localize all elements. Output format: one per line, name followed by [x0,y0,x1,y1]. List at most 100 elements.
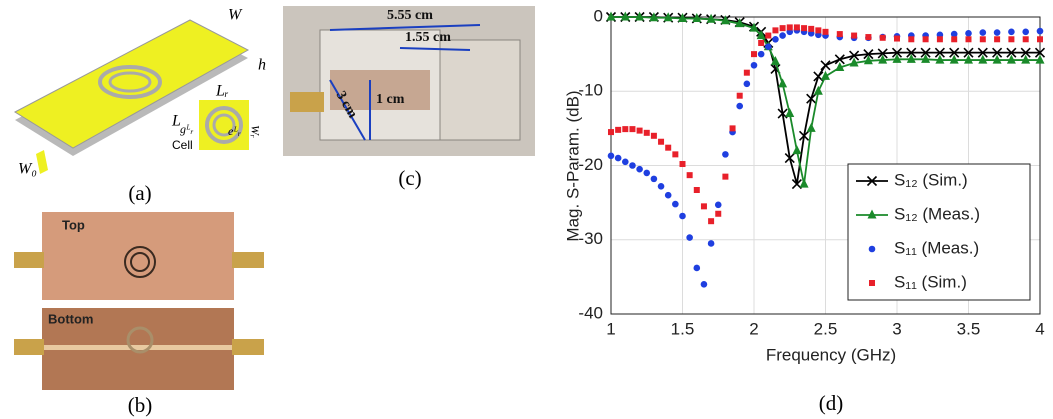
marker [672,151,678,157]
legend-label: S₁₂ (Sim.) [894,170,968,189]
label: Wᵣ [248,125,262,138]
marker [715,202,722,209]
marker [715,211,721,217]
marker [780,25,786,31]
marker [815,27,821,33]
label: Bottom [48,311,94,326]
legend-marker [869,246,876,253]
marker [608,129,614,135]
caption: (b) [128,393,153,417]
connector [14,252,44,268]
marker [694,187,700,193]
marker [778,78,787,87]
y-tick-label: -30 [578,229,603,248]
x-tick-label: 2 [749,319,758,338]
feed-line [36,150,48,174]
marker [792,145,801,154]
marker [758,40,764,46]
legend-marker [869,280,875,286]
marker [708,240,715,247]
caption: (c) [398,166,421,190]
marker [808,26,814,32]
marker [679,213,686,220]
marker [722,151,729,158]
marker [851,33,857,39]
caption: (d) [819,391,844,415]
x-tick-label: 3 [892,319,901,338]
marker [643,170,650,177]
marker [751,62,758,69]
marker [637,128,643,134]
marker [937,36,943,42]
figure: W h L Lᵣ Wᵣ gᴸᵣ eᴸᵣ Cell W₀ (a) Top Bott… [0,0,1053,419]
marker [701,203,707,209]
marker [994,29,1001,36]
marker [686,234,693,241]
marker [744,70,750,76]
marker [629,126,635,132]
marker [629,162,636,169]
marker [687,172,693,178]
box [440,40,520,140]
marker [801,25,807,31]
marker [994,36,1000,42]
marker [1037,36,1043,42]
label: Cell [172,138,193,152]
legend-label: S₁₁ (Meas.) [894,238,979,257]
marker [823,29,829,35]
marker [722,174,728,180]
legend-label: S₁₂ (Meas.) [894,204,980,223]
marker [1022,29,1029,36]
panel-a: W h L Lᵣ Wᵣ gᴸᵣ eᴸᵣ Cell W₀ (a) [15,7,266,205]
marker [736,103,743,110]
marker [1023,36,1029,42]
marker [636,166,643,173]
marker [1008,36,1014,42]
marker [680,161,686,167]
caption: (a) [128,181,151,205]
marker [807,123,816,132]
marker [658,139,664,145]
marker [751,51,757,57]
marker [651,133,657,139]
marker [923,36,929,42]
marker [615,155,622,162]
label: 1 cm [376,92,405,107]
connector [14,339,44,355]
label: W₀ [18,161,37,178]
marker [708,218,714,224]
marker [672,201,679,208]
marker [701,281,708,288]
marker [658,183,665,190]
marker [787,24,793,30]
label: Top [62,217,85,232]
marker [730,125,736,131]
label: 1.55 cm [405,30,451,45]
marker [908,36,914,42]
marker [744,81,751,88]
marker [794,24,800,30]
marker [694,265,701,272]
marker [980,36,986,42]
x-tick-label: 1.5 [671,319,695,338]
y-tick-label: -40 [578,303,603,322]
marker [951,36,957,42]
marker [837,31,843,37]
x-tick-label: 2.5 [814,319,838,338]
x-tick-label: 3.5 [957,319,981,338]
x-tick-label: 1 [606,319,615,338]
y-tick-label: -10 [578,81,603,100]
marker [765,43,772,50]
panel-b: Top Bottom (b) [14,212,264,417]
marker [779,32,786,39]
marker [644,130,650,136]
marker [1008,29,1015,36]
x-tick-label: 4 [1035,319,1044,338]
connector [232,252,264,268]
marker [665,192,672,199]
legend-label: S₁₁ (Sim.) [894,272,967,291]
marker [737,93,743,99]
strip [42,345,234,350]
label: Lᵣ [215,83,229,100]
marker [980,29,987,36]
